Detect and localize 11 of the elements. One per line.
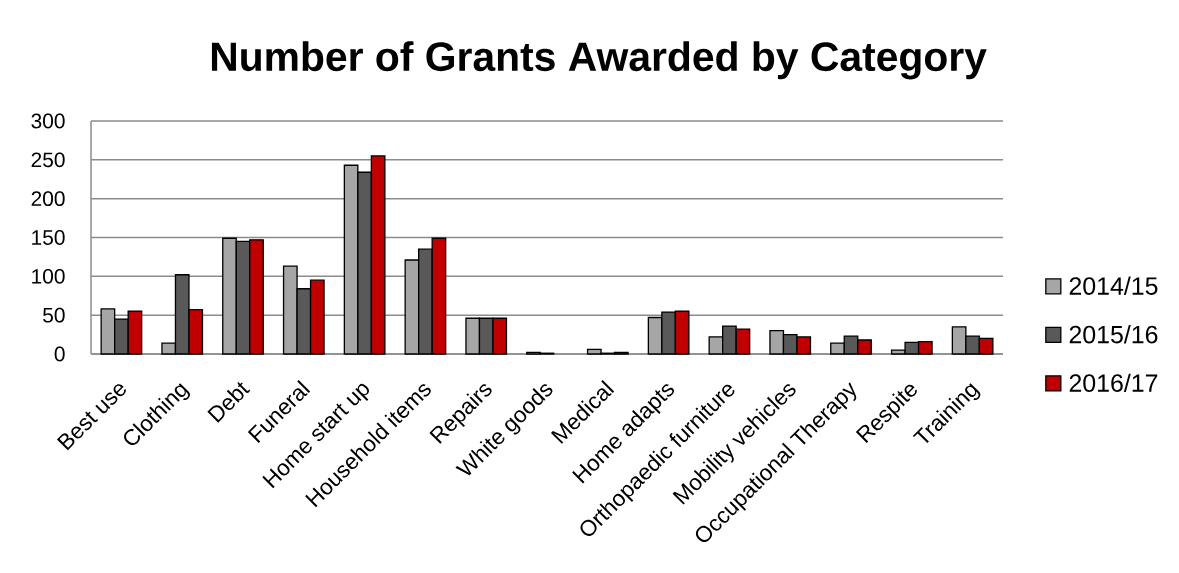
y-tick-label: 150: [32, 230, 65, 245]
chart-title: Number of Grants Awarded by Category: [211, 41, 987, 80]
y-tick-label: 250: [31, 152, 65, 168]
y-tick-label: 0: [54, 346, 65, 362]
legend-label: 2015/16: [1069, 325, 1158, 344]
y-tick-label: 50: [43, 307, 65, 323]
y-tick-label: 200: [31, 191, 65, 207]
legend-label: 2014/15: [1069, 276, 1158, 295]
y-tick-label: 300: [31, 113, 65, 129]
legend-label: 2016/17: [1069, 373, 1158, 392]
y-tick-label: 100: [32, 268, 65, 284]
